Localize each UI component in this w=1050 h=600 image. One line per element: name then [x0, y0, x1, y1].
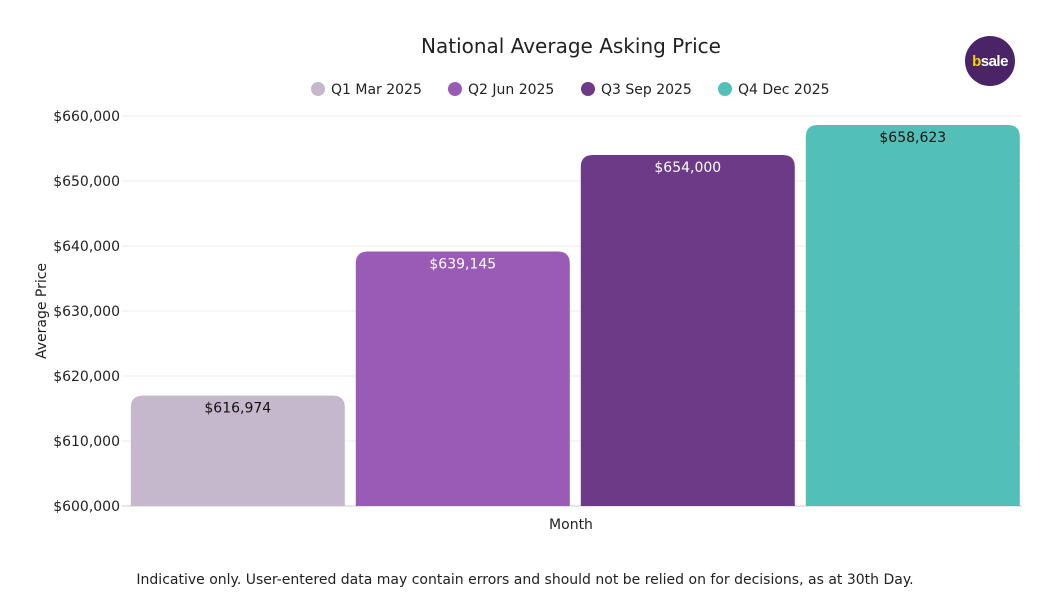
bar-2 [355, 251, 570, 506]
bar-3 [580, 155, 795, 506]
bar-1 [130, 395, 345, 506]
y-tick-label: $610,000 [53, 434, 120, 450]
bars: $616,974 $639,145 $654,000 $658,623 [130, 124, 1020, 506]
legend-entry: Q4 Dec 2025 [738, 82, 830, 98]
data-label: $654,000 [654, 160, 721, 176]
legend-marker [448, 82, 462, 96]
legend-entry: Q3 Sep 2025 [601, 82, 692, 98]
y-tick-label: $600,000 [53, 499, 120, 515]
legend-entry: Q2 Jun 2025 [468, 82, 554, 98]
legend-marker [718, 82, 732, 96]
y-tick-label: $660,000 [53, 109, 120, 125]
bar-4 [805, 124, 1020, 506]
legend-marker [581, 82, 595, 96]
y-tick-label: $640,000 [53, 239, 120, 255]
footer-note: Indicative only. User-entered data may c… [136, 572, 913, 588]
data-label: $616,974 [204, 401, 271, 417]
bsale-logo: b sale [965, 36, 1015, 86]
legend: Q1 Mar 2025 Q2 Jun 2025 Q3 Sep 2025 Q4 Dec … [311, 82, 830, 98]
data-label: $658,623 [879, 130, 946, 146]
y-tick-label: $630,000 [53, 304, 120, 320]
y-axis-ticks: $600,000 $610,000 $620,000 $630,000 $640,000… [53, 109, 120, 515]
legend-entry: Q1 Mar 2025 [331, 82, 422, 98]
legend-marker [311, 82, 325, 96]
y-tick-label: $620,000 [53, 369, 120, 385]
data-label: $639,145 [429, 257, 496, 273]
y-axis-label: Average Price [34, 263, 50, 359]
chart-title: National Average Asking Price [421, 34, 721, 58]
x-axis-label: Month [549, 517, 593, 533]
y-tick-label: $650,000 [53, 174, 120, 190]
